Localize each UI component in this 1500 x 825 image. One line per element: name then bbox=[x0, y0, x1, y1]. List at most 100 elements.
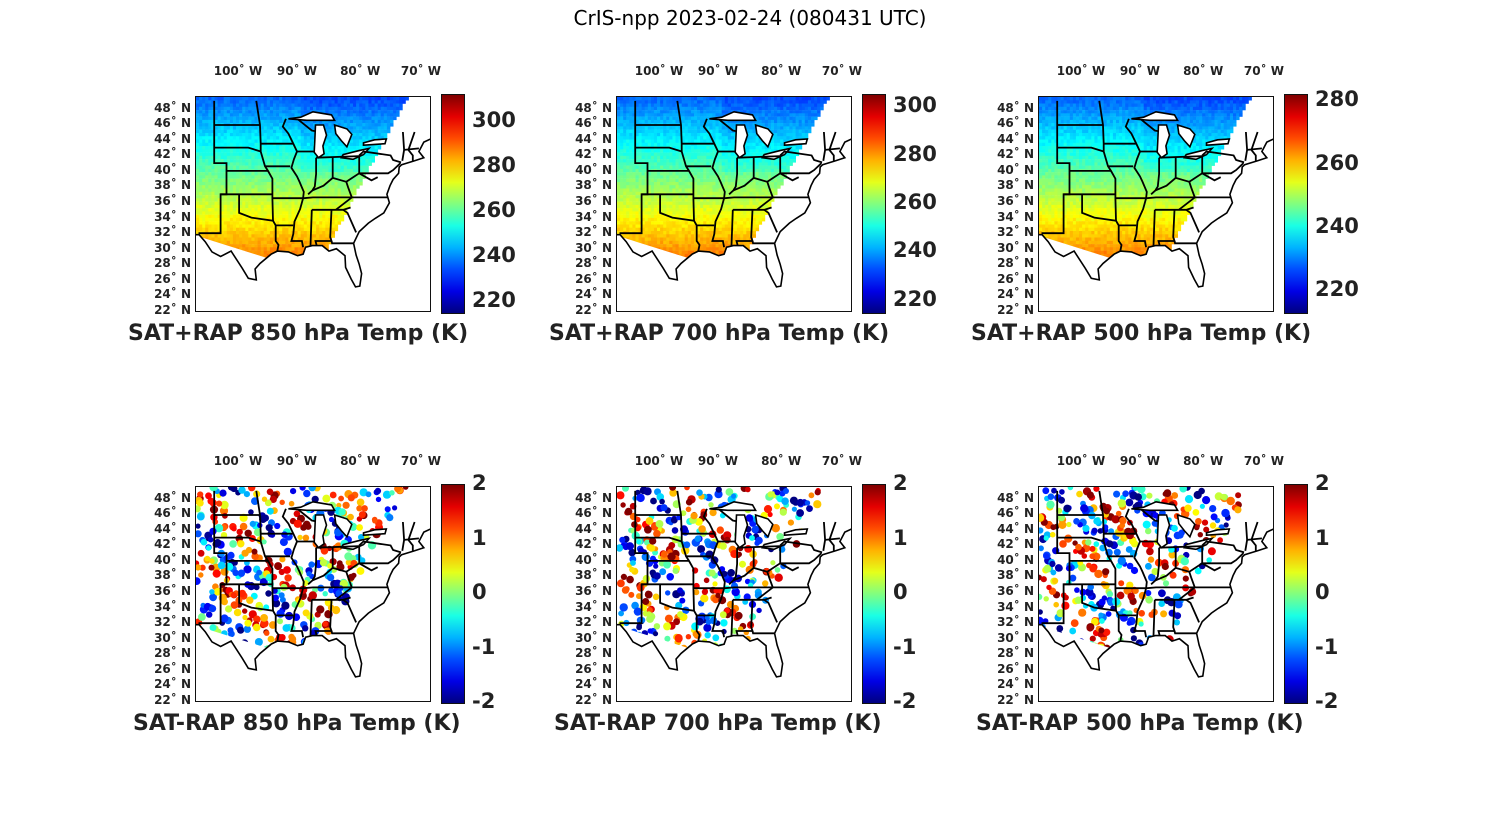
field-cell bbox=[242, 237, 246, 241]
field-cell bbox=[226, 116, 231, 121]
field-cell bbox=[638, 195, 643, 199]
field-cell bbox=[199, 126, 203, 130]
field-cell bbox=[260, 136, 265, 140]
field-cell bbox=[660, 208, 664, 212]
field-cell bbox=[303, 178, 308, 183]
field-cell bbox=[232, 231, 237, 235]
field-cell bbox=[672, 110, 676, 114]
field-cell bbox=[678, 198, 683, 202]
field-cell bbox=[276, 201, 280, 206]
field-cell bbox=[211, 146, 215, 150]
field-cell bbox=[211, 204, 215, 209]
field-cell bbox=[285, 191, 289, 196]
field-cell bbox=[236, 182, 240, 186]
field-cell bbox=[749, 106, 753, 111]
field-cell bbox=[660, 103, 664, 107]
field-cell bbox=[273, 227, 277, 232]
field-cell bbox=[282, 149, 286, 153]
field-cell bbox=[764, 146, 769, 150]
field-cell bbox=[309, 133, 314, 137]
field-cell bbox=[399, 100, 403, 104]
field-cell bbox=[780, 126, 784, 130]
field-cell bbox=[340, 172, 345, 176]
field-cell bbox=[650, 204, 655, 209]
field-cell bbox=[374, 110, 379, 114]
field-cell bbox=[217, 185, 222, 189]
field-cell bbox=[309, 129, 314, 134]
field-cell bbox=[653, 162, 658, 166]
field-cell bbox=[638, 165, 643, 170]
field-cell bbox=[316, 211, 320, 215]
field-cell bbox=[282, 244, 286, 248]
field-cell bbox=[359, 106, 363, 111]
field-cell bbox=[675, 162, 679, 166]
field-cell bbox=[223, 237, 228, 241]
field-cell bbox=[248, 234, 252, 238]
field-cell bbox=[214, 103, 218, 107]
state-border bbox=[401, 131, 406, 161]
field-cell bbox=[325, 146, 329, 150]
field-cell bbox=[767, 191, 772, 196]
field-cell bbox=[703, 168, 707, 173]
field-cell bbox=[319, 175, 323, 179]
field-cell bbox=[780, 139, 784, 143]
field-cell bbox=[205, 195, 209, 199]
field-cell bbox=[266, 133, 271, 137]
latitude-tick: 22˚ N bbox=[154, 303, 191, 317]
field-cell bbox=[236, 224, 240, 228]
field-cell bbox=[226, 231, 231, 235]
field-cell bbox=[303, 139, 308, 143]
field-cell bbox=[325, 204, 329, 209]
field-cell bbox=[383, 129, 388, 134]
field-cell bbox=[232, 208, 237, 212]
field-cell bbox=[641, 106, 646, 111]
field-cell bbox=[706, 97, 710, 101]
field-cell bbox=[353, 97, 357, 101]
field-cell bbox=[817, 97, 821, 101]
field-cell bbox=[632, 116, 636, 121]
field-cell bbox=[749, 100, 753, 104]
field-cell bbox=[641, 195, 646, 199]
field-cell bbox=[617, 126, 621, 130]
field-cell bbox=[755, 146, 760, 150]
field-cell bbox=[663, 165, 667, 170]
field-cell bbox=[374, 149, 379, 153]
field-cell bbox=[684, 106, 689, 111]
field-cell bbox=[644, 172, 649, 176]
field-cell bbox=[804, 126, 809, 130]
field-cell bbox=[300, 208, 305, 212]
field-cell bbox=[220, 237, 225, 241]
field-cell bbox=[663, 126, 667, 130]
field-cell bbox=[687, 113, 692, 117]
field-cell bbox=[242, 100, 246, 104]
field-cell bbox=[635, 139, 639, 143]
field-cell bbox=[266, 123, 271, 127]
field-cell bbox=[715, 191, 719, 196]
field-cell bbox=[245, 172, 249, 176]
field-cell bbox=[715, 123, 719, 127]
field-cell bbox=[786, 116, 790, 121]
field-cell bbox=[214, 133, 218, 137]
field-cell bbox=[239, 208, 243, 212]
field-cell bbox=[727, 168, 732, 173]
field-cell bbox=[761, 119, 766, 124]
field-cell bbox=[746, 175, 750, 179]
field-cell bbox=[217, 172, 222, 176]
field-cell bbox=[660, 100, 664, 104]
field-cell bbox=[650, 198, 655, 202]
field-cell bbox=[288, 204, 292, 209]
field-cell bbox=[353, 119, 357, 124]
field-cell bbox=[331, 152, 335, 157]
field-cell bbox=[306, 195, 311, 199]
field-cell bbox=[263, 126, 268, 130]
field-cell bbox=[266, 224, 271, 228]
field-cell bbox=[706, 191, 710, 196]
map-canvas bbox=[196, 97, 430, 311]
field-cell bbox=[220, 217, 225, 222]
field-cell bbox=[291, 198, 295, 202]
field-cell bbox=[309, 182, 314, 186]
field-cell bbox=[303, 97, 308, 101]
field-cell bbox=[359, 129, 363, 134]
field-cell bbox=[801, 116, 806, 121]
field-cell bbox=[242, 247, 246, 251]
